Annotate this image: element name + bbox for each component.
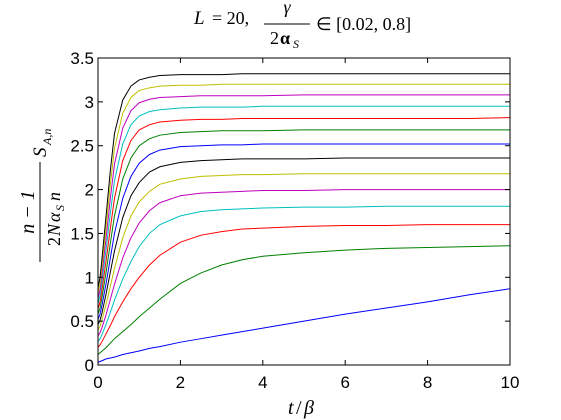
title-range: ∈ [0.02, 0.8]: [316, 14, 411, 34]
title-frac-den-coef: 2: [270, 28, 279, 48]
ylabel-den-small-n: n: [44, 192, 64, 201]
series-line-12: [97, 94, 510, 299]
series-line-1: [97, 288, 511, 363]
y-tick-label: 1: [85, 268, 94, 287]
y-tick-label: 0.5: [70, 312, 94, 331]
y-tick-label: 0: [85, 356, 94, 375]
plot-area: 0 2 4 6 8 10 0 0.5 1 1.5 2 2.5 3 3.5: [70, 49, 519, 392]
y-tick-label: 2.5: [70, 137, 94, 156]
series-line-9: [97, 129, 510, 315]
ylabel-s: S: [30, 147, 51, 157]
ylabel-den-n: N: [44, 223, 64, 237]
series-line-5: [97, 189, 510, 337]
x-tick-label: 6: [340, 373, 349, 392]
series-line-7: [97, 157, 510, 325]
y-tick-label: 3.5: [70, 49, 94, 68]
y-tick-label: 1.5: [70, 224, 94, 243]
ylabel-den-coef: 2: [44, 237, 64, 246]
series-line-6: [97, 173, 510, 331]
series-line-14: [97, 73, 510, 288]
y-tick-label: 3: [85, 93, 94, 112]
series-line-11: [97, 105, 510, 304]
chart-title: L = 20, γ 2 α S ∈ [0.02, 0.8]: [193, 0, 411, 51]
x-tick-label: 8: [423, 373, 432, 392]
xlabel-beta: β: [303, 397, 314, 419]
title-frac-num: γ: [283, 0, 291, 17]
x-tick-label: 0: [93, 373, 102, 392]
y-axis-label: n − 1 2 N α S n S A,n: [17, 129, 67, 262]
ylabel-den-sub: S: [53, 205, 67, 211]
title-l-var: L: [193, 8, 205, 29]
x-tick-label: 4: [258, 373, 267, 392]
ylabel-numerator: n − 1: [17, 190, 39, 234]
xlabel-t: t: [288, 397, 294, 419]
title-frac-den-sub: S: [293, 37, 299, 51]
series-line-13: [97, 83, 510, 294]
title-frac-den-sym: α: [280, 28, 290, 48]
plot-frame: [97, 57, 511, 366]
ylabel-s-sub: A,n: [40, 129, 54, 146]
y-tick-label: 2: [85, 181, 94, 200]
series-line-10: [97, 117, 511, 310]
series-line-3: [97, 224, 510, 348]
series-line-4: [97, 205, 510, 342]
ylabel-den-alpha: α: [44, 212, 64, 222]
x-tick-label: 2: [176, 373, 185, 392]
series-line-8: [97, 143, 510, 320]
xlabel-slash: /: [296, 397, 302, 419]
x-axis-label: t / β: [288, 397, 314, 419]
plot-background: [98, 58, 510, 365]
x-tick-label: 10: [501, 373, 520, 392]
title-l-eq: = 20,: [212, 8, 249, 28]
series-line-2: [97, 245, 511, 355]
